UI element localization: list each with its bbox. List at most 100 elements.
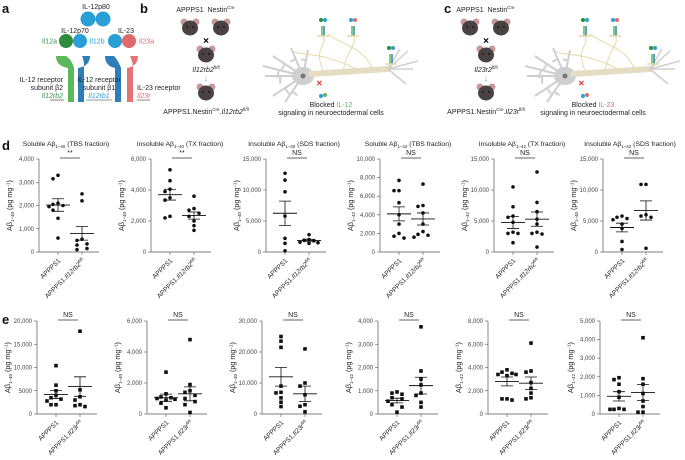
data-point [283,241,287,246]
panel-b-breeding: APPPS1 NestinCre × Il12rb2fl/fl ↓ APPPS1.Nest… [163,5,419,117]
data-point [279,396,283,400]
category-label: APPPS1 [603,257,626,280]
sem-error-bar [640,200,652,221]
sem-error-bar [188,211,200,220]
mouse-icon [211,18,231,36]
category-label: APPPS1.Il12rb2fl/fl [607,256,651,300]
mouse-icon [476,83,496,101]
data-point [421,203,425,208]
panel-label-d: d [2,138,10,153]
y-tick-label: 4,000 [127,350,143,356]
il12b-label: Il12b [89,39,104,46]
data-point [511,185,515,189]
y-tick-label: 2,000 [580,375,596,381]
y-axis-label: Aβ1–40 (pg mg−1) [3,342,13,393]
data-point [419,325,423,329]
sem-error-bar [279,200,291,226]
category-label: APPPS1.Il12rb2fl/fl [155,256,199,300]
mouse-icon [491,18,511,36]
data-point [511,230,515,234]
data-point [530,231,534,236]
sem-error-bar [50,390,62,399]
data-point [421,182,425,186]
data-point [75,247,79,252]
parent1-label: APPPS1 [456,7,483,14]
significance-label: NS [292,150,302,157]
data-point [298,404,302,409]
arrow-icon: ↓ [484,76,488,83]
y-tick-label: 6,000 [468,342,484,348]
data-point [78,402,82,407]
data-point [535,230,539,234]
y-axis-label: Aβ1–40 (pg mg−1) [117,180,127,231]
arrow-icon: ↓ [204,76,208,83]
data-point [279,390,283,395]
y-tick-label: 2,000 [131,219,147,225]
data-point [505,397,509,401]
data-point [516,231,520,236]
y-tick-label: 15,000 [471,157,490,163]
significance-label: NS [520,150,530,157]
sem-error-bar [275,367,287,387]
y-tick-label: 20,000 [239,350,258,356]
data-point [540,232,544,236]
data-point [397,200,401,205]
y-tick-label: 0 [480,412,484,418]
blocked-x-icon: ✕ [316,79,323,88]
significance-label: NS [406,150,416,157]
data-point [649,215,653,220]
data-point [500,397,504,401]
panel-a-diagram: IL-12p80 IL-12p70 IL-23 Il12a Il12b Il23… [19,4,181,102]
category-label: APPPS1 [39,257,62,280]
receptor-label: subunit β1 [83,85,116,92]
significance-label: NS [173,312,183,319]
ligand-il12p80-label: IL-12p80 [82,4,110,11]
significance-label: NS [626,312,636,319]
caption-line1: Blocked IL-12 [310,102,353,109]
y-axis-label: Aβ1–42 (pg mg−1) [454,342,464,393]
category-label: APPPS1 [378,419,401,442]
data-point [54,383,58,387]
il12a-circle [59,34,73,48]
data-point [617,375,621,380]
sem-error-bar [501,376,513,387]
y-tick-label: 15,000 [243,157,262,163]
sem-error-bar [507,216,519,229]
data-point [56,173,60,178]
data-point [414,393,418,398]
sem-error-bar [52,198,64,212]
y-tick-label: 0 [31,250,35,256]
data-point [73,403,77,408]
sem-error-bar [616,222,628,233]
significance-label: NS [514,312,524,319]
sem-error-bar [74,376,86,397]
chart-panel-e4: 0 1,000 2,000 3,000 4,000 Aβ1–42 (pg mg−1) NS A… [344,312,438,457]
cross-symbol: × [203,36,209,47]
y-tick-label: 5,000 [474,219,490,225]
data-point [54,402,58,407]
data-point [47,204,51,209]
data-point [617,406,621,411]
data-point [168,168,172,172]
data-point [183,390,187,395]
data-point [163,216,167,220]
data-point [78,394,82,399]
y-tick-label: 4,000 [580,338,596,344]
charts: Soluble Aβ1–40 (TBS fraction) 0 1,000 2,000… [3,141,676,457]
data-point [397,188,401,193]
y-tick-label: 2,000 [468,389,484,395]
sem-error-bar [417,212,429,226]
data-point [506,231,510,236]
il12b-circle [108,34,122,48]
data-point [279,400,283,405]
data-point [644,246,648,251]
data-point [283,171,287,176]
y-axis-label: Aβ1–42 (pg mg−1) [460,180,470,231]
receptor-complex-icon [579,18,591,37]
chart-title: Insoluble Aβ1–40 (TX fraction) [137,141,223,149]
data-point [164,370,168,374]
panel-label-a: a [2,1,10,16]
y-tick-label: 1,000 [19,227,35,233]
y-tick-label: 0 [486,250,490,256]
data-point [416,204,420,209]
